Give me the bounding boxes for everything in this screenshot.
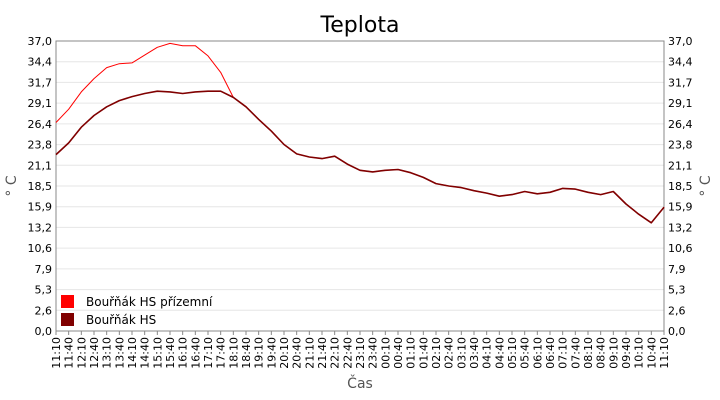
y-tick-label-right: 26,4	[668, 118, 693, 131]
x-tick-label: 04:40	[493, 337, 506, 369]
x-tick-label: 15:40	[164, 337, 177, 369]
x-tick-label: 01:40	[417, 337, 430, 369]
x-tick-label: 04:10	[481, 337, 494, 369]
x-tick-label: 12:40	[88, 337, 101, 369]
x-ticks: 11:10 11:40 12:10 12:40 13:10 13:40 14:10 14:40…	[50, 331, 671, 369]
y-tick-label-left: 15,9	[28, 201, 53, 214]
x-tick-label: 08:40	[595, 337, 608, 369]
y-tick-label-right: 29,1	[668, 97, 693, 110]
legend: Bouřňák HS přízemní Bouřňák HS	[61, 295, 213, 327]
y-tick-label-left: 18,5	[28, 180, 53, 193]
y-axis-label-left: ° C	[4, 175, 20, 196]
y-tick-label-left: 31,7	[28, 76, 53, 89]
y-tick-label-right: 0,0	[668, 325, 686, 338]
x-tick-label: 13:40	[113, 337, 126, 369]
y-tick-label-left: 0,0	[35, 325, 53, 338]
series-line-1	[55, 90, 665, 224]
y-axis-label-right: ° C	[698, 175, 714, 196]
y-tick-label-left: 21,1	[28, 159, 53, 172]
y-tick-label-right: 21,1	[668, 159, 693, 172]
x-tick-label: 23:10	[354, 337, 367, 369]
x-tick-label: 16:40	[189, 337, 202, 369]
y-tick-label-right: 34,4	[668, 56, 693, 69]
x-tick-label: 06:10	[531, 337, 544, 369]
x-tick-label: 17:10	[202, 337, 215, 369]
y-tick-label-right: 7,9	[668, 263, 686, 276]
y-tick-label-left: 29,1	[28, 97, 53, 110]
x-tick-label: 20:10	[278, 337, 291, 369]
legend-label-0: Bouřňák HS přízemní	[86, 295, 213, 309]
x-tick-label: 07:40	[569, 337, 582, 369]
y-tick-label-left: 10,6	[28, 242, 53, 255]
x-tick-label: 07:10	[557, 337, 570, 369]
chart-title: Teplota	[320, 13, 400, 38]
x-tick-label: 11:10	[50, 337, 63, 369]
x-tick-label: 17:40	[215, 337, 228, 369]
x-tick-label: 19:40	[265, 337, 278, 369]
y-tick-label-left: 26,4	[28, 118, 53, 131]
legend-label-1: Bouřňák HS	[86, 313, 156, 327]
x-tick-label: 12:10	[75, 337, 88, 369]
x-tick-label: 02:40	[443, 337, 456, 369]
grid-lines	[56, 40, 664, 332]
y-tick-label-left: 34,4	[28, 56, 53, 69]
x-tick-label: 18:10	[227, 337, 240, 369]
x-tick-label: 13:10	[101, 337, 114, 369]
x-tick-label: 18:40	[240, 337, 253, 369]
y-tick-label-right: 18,5	[668, 180, 693, 193]
x-tick-label: 06:40	[544, 337, 557, 369]
y-tick-label-right: 2,6	[668, 304, 686, 317]
x-tick-label: 00:10	[379, 337, 392, 369]
x-tick-label: 22:40	[341, 337, 354, 369]
x-tick-label: 05:40	[519, 337, 532, 369]
legend-swatch-1	[61, 313, 74, 326]
series-lines	[55, 42, 665, 224]
y-tick-label-right: 13,2	[668, 221, 693, 234]
x-tick-label: 19:10	[253, 337, 266, 369]
x-tick-label: 03:40	[468, 337, 481, 369]
y-tick-label-right: 15,9	[668, 201, 693, 214]
x-tick-label: 11:10	[658, 337, 671, 369]
y-tick-label-left: 7,9	[35, 263, 53, 276]
y-tick-label-right: 31,7	[668, 76, 693, 89]
x-tick-label: 01:10	[405, 337, 418, 369]
legend-swatch-0	[61, 295, 74, 308]
y-tick-label-left: 23,8	[28, 139, 53, 152]
x-tick-label: 09:10	[607, 337, 620, 369]
x-tick-label: 15:10	[151, 337, 164, 369]
x-tick-label: 05:10	[506, 337, 519, 369]
x-axis-label: Čas	[347, 374, 373, 392]
y-ticks-right: 0,0 2,6 5,3 7,9 10,6 13,2 15,9 18,5 21,1 23,8 26,4…	[668, 35, 693, 338]
x-tick-label: 00:40	[392, 337, 405, 369]
x-tick-label: 10:40	[645, 337, 658, 369]
y-tick-label-right: 10,6	[668, 242, 693, 255]
x-tick-label: 14:40	[139, 337, 152, 369]
y-tick-label-left: 2,6	[35, 304, 53, 317]
x-tick-label: 21:10	[303, 337, 316, 369]
x-tick-label: 09:40	[620, 337, 633, 369]
x-tick-label: 11:40	[63, 337, 76, 369]
x-tick-label: 02:10	[430, 337, 443, 369]
y-tick-label-left: 37,0	[28, 35, 53, 48]
y-tick-label-right: 23,8	[668, 139, 693, 152]
series-line-0	[55, 42, 665, 224]
y-ticks-left: 0,0 2,6 5,3 7,9 10,6 13,2 15,9 18,5 21,1 23,8 26,4…	[28, 35, 53, 338]
x-tick-label: 22:10	[329, 337, 342, 369]
x-tick-label: 10:10	[633, 337, 646, 369]
x-tick-label: 16:10	[177, 337, 190, 369]
y-tick-label-right: 5,3	[668, 284, 686, 297]
x-tick-label: 21:40	[316, 337, 329, 369]
x-tick-label: 14:10	[126, 337, 139, 369]
x-tick-label: 08:10	[582, 337, 595, 369]
x-tick-label: 03:10	[455, 337, 468, 369]
y-tick-label-left: 13,2	[28, 221, 53, 234]
y-tick-label-left: 5,3	[35, 284, 53, 297]
x-tick-label: 20:40	[291, 337, 304, 369]
x-tick-label: 23:40	[367, 337, 380, 369]
y-tick-label-right: 37,0	[668, 35, 693, 48]
